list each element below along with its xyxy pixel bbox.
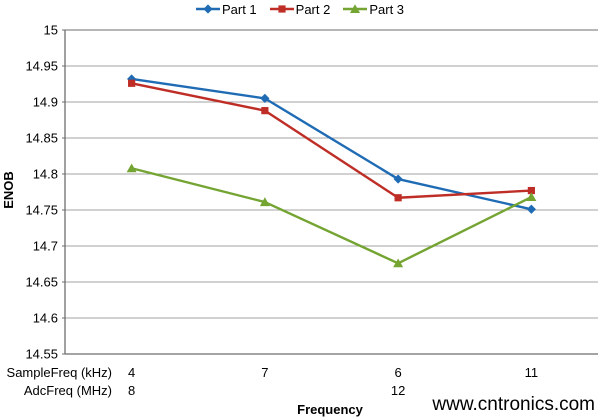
y-tick-label: 15 [44, 23, 58, 38]
diamond-legend-icon [195, 4, 220, 14]
tick-labels-layer: 15 14.95 14.9 14.85 14.8 14.75 14.7 14.65 14.6 14… [25, 23, 538, 399]
legend-item-part-3: Part 3 [343, 2, 404, 17]
square-marker [394, 194, 402, 202]
x-axis-title: Frequency [297, 402, 364, 417]
x-row-label-samplefreq: SampleFreq (kHz) [7, 365, 112, 380]
legend-item-part-2: Part 2 [269, 1, 331, 17]
legend: Part 1 Part 2 Part 3 [0, 1, 600, 17]
series-line [130, 82, 533, 199]
diamond-marker [260, 93, 270, 103]
x-tick-label: 8 [128, 383, 135, 398]
triangle-marker [526, 192, 537, 202]
series-line [130, 167, 533, 265]
legend-item-label: Part 3 [369, 1, 405, 17]
y-tick-label: 14.8 [33, 167, 58, 182]
diamond-marker [203, 4, 213, 14]
y-tick-label: 14.65 [25, 275, 58, 290]
y-tick-label: 14.6 [33, 311, 58, 326]
square-marker [128, 79, 136, 87]
triangle-marker [259, 197, 270, 207]
square-marker [261, 107, 269, 115]
legend-item-label: Part 1 [221, 1, 257, 17]
diamond-marker [393, 174, 403, 184]
x-tick-label: 11 [525, 365, 539, 380]
diamond-marker [526, 204, 536, 214]
triangle-legend-icon [343, 4, 368, 13]
y-tick-label: 14.75 [25, 203, 58, 218]
series-part-2 [128, 79, 535, 202]
watermark: www.cntronics.com [431, 394, 595, 415]
series-part-3 [126, 163, 537, 268]
legend-item-part-1: Part 1 [195, 1, 257, 17]
triangle-marker [393, 258, 404, 268]
x-tick-label: 4 [128, 365, 135, 380]
y-tick-label: 14.95 [25, 59, 58, 74]
series-line [130, 77, 533, 211]
square-marker [278, 5, 286, 13]
series-layer [126, 74, 537, 268]
x-row-label-adcfreq: AdcFreq (MHz) [24, 383, 112, 398]
y-tick-label: 14.55 [25, 347, 58, 362]
x-tick-label: 7 [261, 365, 268, 380]
triangle-marker [126, 163, 137, 173]
x-tick-label: 12 [391, 383, 405, 398]
triangle-marker [350, 4, 361, 13]
y-axis-title: ENOB [1, 171, 16, 209]
y-tick-label: 14.85 [25, 131, 58, 146]
x-tick-label: 6 [395, 365, 402, 380]
axes-layer [62, 29, 598, 355]
square-marker [527, 186, 535, 195]
y-tick-label: 14.7 [33, 239, 58, 254]
square-legend-icon [269, 5, 294, 13]
y-tick-label: 14.9 [33, 95, 58, 110]
legend-item-label: Part 2 [295, 1, 331, 17]
